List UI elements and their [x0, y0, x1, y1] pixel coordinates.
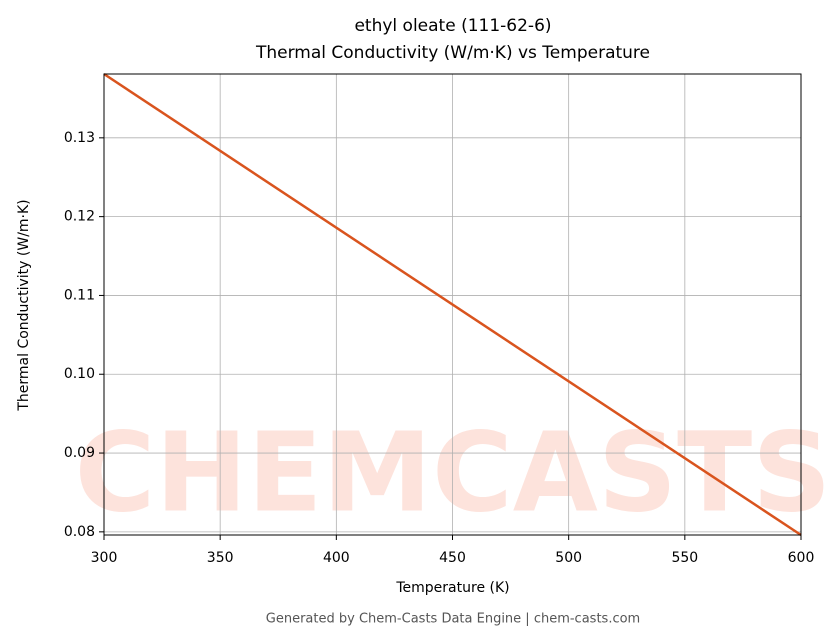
y-tick-label: 0.08: [64, 524, 95, 540]
x-tick-label: 500: [555, 550, 582, 566]
y-tick-label: 0.13: [64, 130, 95, 146]
footer: Generated by Chem-Casts Data Engine | ch…: [266, 612, 640, 627]
x-tick-label: 550: [671, 550, 698, 566]
chart-title: ethyl oleate (111-62-6): [354, 16, 551, 36]
y-tick-label: 0.11: [64, 287, 95, 303]
chart-subtitle: Thermal Conductivity (W/m·K) vs Temperat…: [255, 43, 650, 63]
watermark: CHEMCASTS: [75, 408, 832, 536]
x-tick-label: 300: [91, 550, 118, 566]
x-tick-label: 600: [788, 550, 815, 566]
x-tick-label: 450: [439, 550, 466, 566]
x-axis-label: Temperature (K): [395, 580, 509, 596]
y-tick-label: 0.10: [64, 366, 95, 382]
data-line: [103, 72, 802, 537]
plot-frame: [103, 73, 802, 536]
x-tick-label: 400: [323, 550, 350, 566]
x-tick-label: 350: [207, 550, 234, 566]
y-tick-label: 0.09: [64, 445, 95, 461]
y-axis-label: Thermal Conductivity (W/m·K): [16, 199, 32, 411]
y-tick-label: 0.12: [64, 209, 95, 225]
